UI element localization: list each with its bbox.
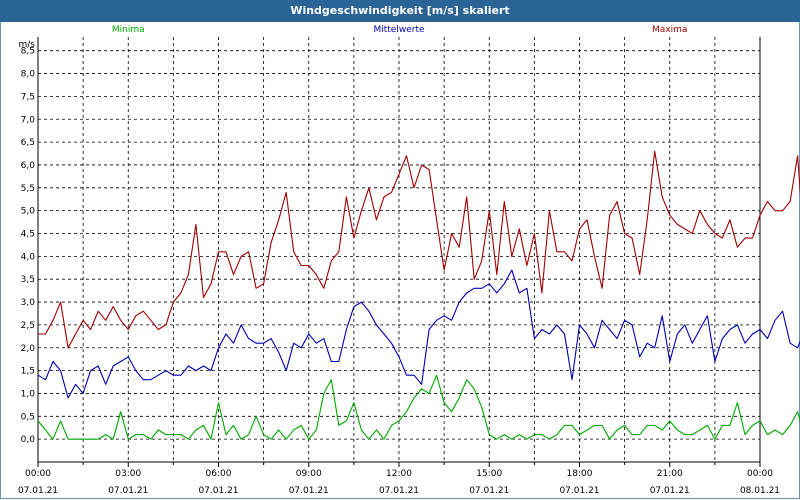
y-tick-label: 0,0	[21, 435, 36, 445]
x-tick-date: 07.01.21	[559, 486, 599, 496]
legend-mittelwerte: Mittelwerte	[373, 25, 424, 35]
x-tick-date: 07.01.21	[198, 486, 238, 496]
x-tick-date: 07.01.21	[108, 486, 148, 496]
y-tick-label: 3,0	[21, 298, 36, 308]
y-tick-label: 6,0	[21, 161, 36, 171]
y-tick-label: 3,5	[21, 275, 35, 285]
y-tick-label: 7,5	[21, 92, 35, 102]
x-tick-time: 03:00	[115, 469, 141, 479]
x-tick-time: 00:00	[25, 469, 51, 479]
axes	[37, 37, 761, 467]
y-tick-label: 6,5	[21, 138, 35, 148]
x-tick-date: 07.01.21	[469, 486, 509, 496]
x-tick-time: 21:00	[657, 469, 683, 479]
y-tick-label: 7,0	[21, 115, 36, 125]
x-axis-labels: 00:00 07.01.21 03:00 07.01.21 06:00 07.01.21 0…	[18, 469, 780, 496]
y-axis-labels: 0,0 0,5 1,0 1,5 2,0 2,5 3,0 3,5 4,0 4,5 5,0 5,5 6,0 6…	[19, 40, 36, 445]
y-tick-label: 8,5	[21, 47, 35, 57]
legend-minima: Minima	[112, 25, 145, 35]
y-tick-label: 5,5	[21, 184, 35, 194]
series-line-maxima	[38, 150, 800, 349]
y-tick-label: 1,5	[21, 367, 35, 377]
series-lines	[37, 150, 800, 440]
y-tick-label: 0,5	[21, 412, 35, 422]
y-tick-label: 2,5	[21, 321, 35, 331]
x-tick-time: 06:00	[206, 469, 232, 479]
x-tick-date: 07.01.21	[18, 486, 58, 496]
x-tick-time: 15:00	[476, 469, 502, 479]
x-tick-date: 07.01.21	[289, 486, 329, 496]
y-tick-label: 4,5	[21, 230, 35, 240]
y-tick-label: 8,0	[21, 70, 36, 80]
series-line-mittelwerte	[37, 269, 800, 399]
legend-maxima: Maxima	[652, 25, 687, 35]
y-tick-label: 5,0	[21, 207, 36, 217]
x-tick-date: 07.01.21	[650, 486, 690, 496]
x-tick-date: 08.01.21	[740, 486, 780, 496]
y-tick-label: 1,0	[21, 389, 36, 399]
x-tick-time: 18:00	[567, 469, 593, 479]
x-tick-time: 12:00	[386, 469, 412, 479]
x-tick-time: 09:00	[296, 469, 322, 479]
x-tick-date: 07.01.21	[379, 486, 419, 496]
y-axis-unit: m/s	[19, 40, 36, 50]
chart-title: Windgeschwindigkeit [m/s] skaliert	[0, 0, 800, 22]
y-tick-label: 4,0	[21, 252, 36, 262]
series-line-minima	[37, 374, 800, 440]
x-tick-time: 00:00	[747, 469, 773, 479]
grid-lines	[38, 37, 760, 462]
y-tick-label: 2,0	[21, 344, 36, 354]
legend: Minima Mittelwerte Maxima	[112, 25, 688, 35]
